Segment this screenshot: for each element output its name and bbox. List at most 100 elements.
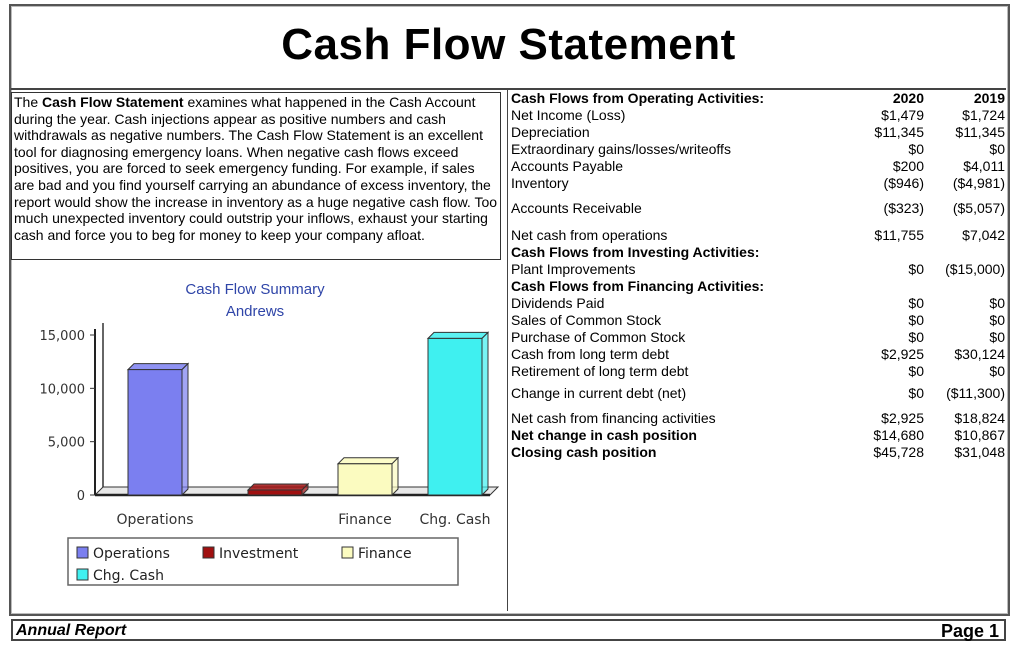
- statement-row: Retirement of long term debt $0 $0: [511, 363, 1008, 380]
- x-tick-label: Finance: [338, 512, 392, 528]
- page-frame: [9, 4, 1010, 616]
- legend-swatch: [341, 546, 354, 559]
- title-box: Cash Flow Statement: [11, 6, 1006, 90]
- legend-swatch: [202, 546, 215, 559]
- legend-label: Investment: [219, 546, 299, 562]
- bar-side: [391, 456, 399, 497]
- statement-row-label: Change in current debt (net): [511, 385, 687, 401]
- y-tick-label: 10,000: [40, 382, 86, 397]
- statement-value-2020: $0: [908, 385, 924, 401]
- y-tick-label: 5,000: [48, 436, 85, 451]
- statement-row-label: Net Income (Loss): [511, 107, 626, 123]
- statement-row-label: Depreciation: [511, 124, 590, 140]
- bar-top: [126, 363, 190, 371]
- statement-row-label: Accounts Receivable: [511, 200, 642, 216]
- statement-row: Net change in cash position $14,680 $10,86…: [511, 427, 1008, 444]
- statement-value-2019: ($15,000): [945, 261, 1005, 277]
- statement-value-2020: $200: [892, 158, 924, 174]
- statement-value-2019: $0: [989, 312, 1005, 328]
- statement-value-2019: $11,345: [955, 124, 1005, 140]
- statement-row: Accounts Receivable ($323) ($5,057): [511, 200, 1008, 217]
- statement-value-2019: $0: [989, 329, 1005, 345]
- statement-row: Cash from long term debt $2,925 $30,124: [511, 346, 1008, 363]
- statement-row: Net cash from operations $11,755 $7,042: [511, 227, 1008, 244]
- statement-row: Plant Improvements $0 ($15,000): [511, 261, 1008, 278]
- statement-row: Net Income (Loss) $1,479 $1,724: [511, 107, 1008, 124]
- page-title: Cash Flow Statement: [281, 20, 736, 69]
- statement-value-2020: $2,925: [881, 410, 924, 426]
- statement-row-label: Cash from long term debt: [511, 346, 669, 362]
- year-2020-header: 2020: [892, 90, 924, 106]
- chart-svg: 15,000 10,000 5,000 0 Operations Finance Chg. …: [40, 323, 500, 586]
- statement-row: Depreciation $11,345 $11,345: [511, 124, 1008, 141]
- statement-value-2020: $0: [908, 141, 924, 157]
- statement-value-2019: ($5,057): [952, 200, 1005, 216]
- legend-label: Finance: [358, 546, 412, 562]
- column-divider: [507, 89, 508, 611]
- statement-value-2020: $11,755: [874, 227, 924, 243]
- statement-value-2020: $45,728: [873, 444, 924, 460]
- statement-value-2019: $0: [989, 295, 1005, 311]
- statement-row-label: Plant Improvements: [511, 261, 636, 277]
- statement-value-2019: $10,867: [954, 427, 1005, 443]
- statement-row: Cash Flows from Operating Activities:: [511, 90, 1008, 107]
- bar: [247, 489, 303, 496]
- legend-label: Chg. Cash: [93, 568, 164, 584]
- statement-row-label: Cash Flows from Investing Activities:: [511, 244, 760, 260]
- statement-value-2020: $0: [908, 312, 924, 328]
- statement-value-2020: $0: [908, 261, 924, 277]
- statement-row-label: Sales of Common Stock: [511, 312, 662, 328]
- statement-row-label: Cash Flows from Financing Activities:: [511, 278, 765, 294]
- description-bold-lead: Cash Flow Statement: [42, 94, 184, 110]
- bar-side: [181, 362, 189, 497]
- statement-value-2019: $7,042: [962, 227, 1005, 243]
- statement-value-2019: $30,124: [954, 346, 1005, 362]
- statement-row: Closing cash position $45,728 $31,048: [511, 444, 1008, 461]
- bar-top: [426, 331, 490, 339]
- bar: [337, 463, 393, 496]
- statement-value-2019: $0: [989, 141, 1005, 157]
- statement-row: Accounts Payable $200 $4,011: [511, 158, 1008, 175]
- description-body: examines what happened in the Cash Accou…: [14, 94, 498, 243]
- statement-value-2019: ($4,981): [952, 175, 1005, 191]
- description-box: The Cash Flow Statement examines what ha…: [11, 92, 501, 260]
- statement-value-2019: $4,011: [963, 158, 1005, 174]
- x-tick-label: Chg. Cash: [420, 512, 491, 528]
- statement-value-2019: ($11,300): [946, 385, 1005, 401]
- description-prefix: The: [14, 94, 43, 110]
- statement-value-2020: $14,680: [873, 427, 924, 443]
- statement-row-label: Net cash from financing activities: [511, 410, 716, 426]
- year-header-row: 2020 2019: [511, 90, 1008, 107]
- statement-value-2019: $1,724: [962, 107, 1005, 123]
- statement-row-label: Cash Flows from Operating Activities:: [511, 90, 765, 106]
- statement-row: Extraordinary gains/losses/writeoffs $0 $0: [511, 141, 1008, 158]
- statement-row-label: Accounts Payable: [511, 158, 624, 174]
- bar: [427, 337, 483, 496]
- statement-row-label: Inventory: [511, 175, 569, 191]
- statement-value-2020: $11,345: [874, 124, 924, 140]
- statement-value-2020: ($946): [883, 175, 924, 191]
- bar-top: [336, 457, 400, 465]
- statement-row: Purchase of Common Stock $0 $0: [511, 329, 1008, 346]
- statement-value-2019: $31,048: [954, 444, 1005, 460]
- statement-value-2020: $1,479: [881, 107, 924, 123]
- statement-row: Dividends Paid $0 $0: [511, 295, 1008, 312]
- statement-row: Inventory ($946) ($4,981): [511, 175, 1008, 192]
- bar-side: [481, 331, 489, 497]
- year-2019-header: 2019: [973, 90, 1005, 106]
- statement-row: Net cash from financing activities $2,925…: [511, 410, 1008, 427]
- statement-row-label: Closing cash position: [511, 444, 657, 460]
- statement-row-label: Net change in cash position: [511, 427, 697, 443]
- statement-value-2019: $0: [989, 363, 1005, 379]
- y-tick-label: 15,000: [40, 329, 86, 344]
- statement-row: Change in current debt (net) $0 ($11,300): [511, 385, 1008, 402]
- x-tick-label: Operations: [117, 512, 194, 528]
- bar-top: [246, 483, 310, 491]
- chart-title: Cash Flow Summary: [185, 281, 325, 298]
- statement-value-2020: $0: [908, 329, 924, 345]
- footer-annual-report: Annual Report: [16, 622, 127, 639]
- statement-row-label: Extraordinary gains/losses/writeoffs: [511, 141, 731, 157]
- footer-page-number: Page 1: [940, 621, 999, 641]
- statement-row: Cash Flows from Financing Activities:: [511, 278, 1008, 295]
- legend-swatch: [76, 568, 89, 581]
